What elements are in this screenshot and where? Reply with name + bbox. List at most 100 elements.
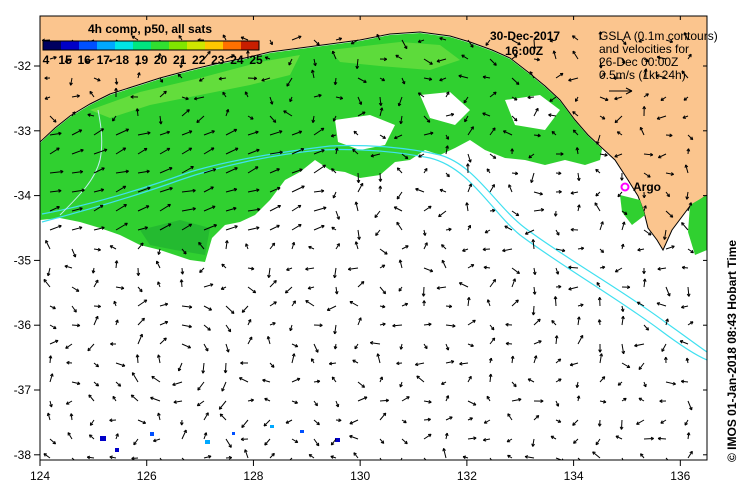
- velocity-arrow: [181, 189, 196, 193]
- velocity-arrowhead: [396, 221, 400, 226]
- velocity-arrowhead: [683, 32, 688, 36]
- velocity-arrowhead: [486, 299, 491, 303]
- velocity-arrow: [225, 438, 232, 448]
- velocity-arrow: [334, 324, 337, 335]
- velocity-arrowhead: [157, 412, 161, 417]
- velocity-arrowhead: [660, 420, 664, 424]
- velocity-arrowhead: [240, 437, 244, 442]
- velocity-arrow: [599, 153, 608, 156]
- velocity-arrow: [291, 353, 295, 364]
- velocity-arrowhead: [125, 128, 130, 132]
- velocity-arrowhead: [276, 224, 280, 229]
- velocity-arrow: [443, 448, 447, 459]
- velocity-arrowhead: [44, 96, 49, 100]
- velocity-arrow: [247, 227, 260, 231]
- velocity-arrow: [335, 286, 338, 295]
- velocity-arrow: [570, 191, 579, 194]
- velocity-arrowhead: [289, 98, 293, 103]
- velocity-arrow: [533, 415, 540, 421]
- cloud-gap: [420, 92, 470, 125]
- velocity-arrow: [379, 172, 382, 182]
- velocity-arrowhead: [199, 269, 203, 274]
- velocity-arrow: [49, 438, 56, 445]
- velocity-arrow: [203, 147, 215, 155]
- velocity-arrow: [93, 279, 99, 288]
- velocity-arrowhead: [145, 205, 150, 209]
- velocity-arrowhead: [88, 434, 93, 438]
- velocity-arrowhead: [532, 291, 537, 295]
- velocity-arrowhead: [291, 353, 296, 357]
- velocity-arrowhead: [319, 323, 323, 328]
- velocity-arrow: [181, 343, 191, 349]
- velocity-arrow: [661, 343, 667, 352]
- velocity-arrowhead: [515, 212, 520, 217]
- velocity-arrowhead: [78, 129, 83, 133]
- velocity-arrow: [291, 130, 302, 136]
- velocity-arrowhead: [686, 148, 691, 152]
- velocity-arrowhead: [91, 270, 96, 274]
- velocity-arrowhead: [598, 65, 603, 69]
- velocity-arrow: [379, 107, 383, 117]
- velocity-arrowhead: [158, 121, 163, 125]
- velocity-arrow: [572, 50, 579, 60]
- velocity-arrowhead: [458, 74, 462, 79]
- velocity-arrowhead: [642, 270, 646, 274]
- velocity-arrow: [458, 75, 469, 79]
- velocity-arrowhead: [333, 330, 337, 335]
- velocity-arrow: [115, 185, 126, 193]
- velocity-arrow: [396, 191, 403, 200]
- velocity-arrow: [395, 54, 403, 60]
- velocity-arrowhead: [533, 355, 538, 359]
- velocity-arrow: [64, 265, 73, 269]
- velocity-arrowhead: [600, 249, 605, 254]
- velocity-arrow: [489, 153, 497, 159]
- velocity-arrow: [70, 77, 73, 86]
- velocity-arrow: [285, 286, 293, 294]
- velocity-arrowhead: [166, 147, 171, 152]
- velocity-arrowhead: [221, 388, 225, 392]
- velocity-arrow: [313, 225, 325, 231]
- velocity-arrowhead: [349, 300, 353, 305]
- velocity-arrowhead: [531, 312, 536, 316]
- colorbar-swatch: [241, 41, 260, 50]
- velocity-arrowhead: [659, 399, 663, 403]
- velocity-arrow: [467, 400, 477, 406]
- velocity-arrow: [157, 412, 161, 421]
- velocity-arrowhead: [383, 57, 388, 62]
- velocity-arrowhead: [313, 62, 317, 67]
- velocity-arrowhead: [164, 320, 169, 325]
- velocity-arrow: [159, 187, 173, 193]
- velocity-arrowhead: [114, 260, 119, 264]
- velocity-arrowhead: [512, 278, 517, 282]
- velocity-arrowhead: [553, 213, 558, 217]
- velocity-arrowhead: [493, 62, 497, 66]
- velocity-arrowhead: [502, 248, 506, 253]
- velocity-arrowhead: [316, 421, 320, 426]
- velocity-arrow: [687, 400, 693, 411]
- velocity-arrow: [49, 324, 57, 330]
- velocity-arrow: [87, 114, 95, 117]
- velocity-arrowhead: [446, 173, 450, 178]
- velocity-arrowhead: [294, 439, 299, 443]
- velocity-arrow: [173, 400, 183, 403]
- velocity-arrowhead: [450, 360, 455, 364]
- land-area: [40, 16, 707, 252]
- velocity-arrowhead: [378, 185, 383, 189]
- velocity-arrowhead: [429, 61, 433, 65]
- velocity-arrow: [436, 286, 447, 289]
- velocity-arrow: [355, 241, 359, 250]
- velocity-arrowhead: [682, 115, 686, 119]
- velocity-arrowhead: [227, 328, 232, 333]
- colorbar-tick-label: 16: [78, 53, 92, 67]
- velocity-arrow: [291, 35, 302, 41]
- velocity-arrow: [269, 280, 277, 288]
- velocity-arrow: [349, 301, 359, 307]
- velocity-arrowhead: [579, 334, 584, 339]
- velocity-arrowhead: [370, 153, 374, 158]
- velocity-arrowhead: [169, 167, 173, 171]
- velocity-arrow: [599, 353, 603, 364]
- velocity-arrowhead: [441, 259, 446, 264]
- velocity-arrowhead: [115, 319, 119, 323]
- velocity-arrowhead: [79, 207, 83, 211]
- velocity-arrow: [115, 222, 128, 231]
